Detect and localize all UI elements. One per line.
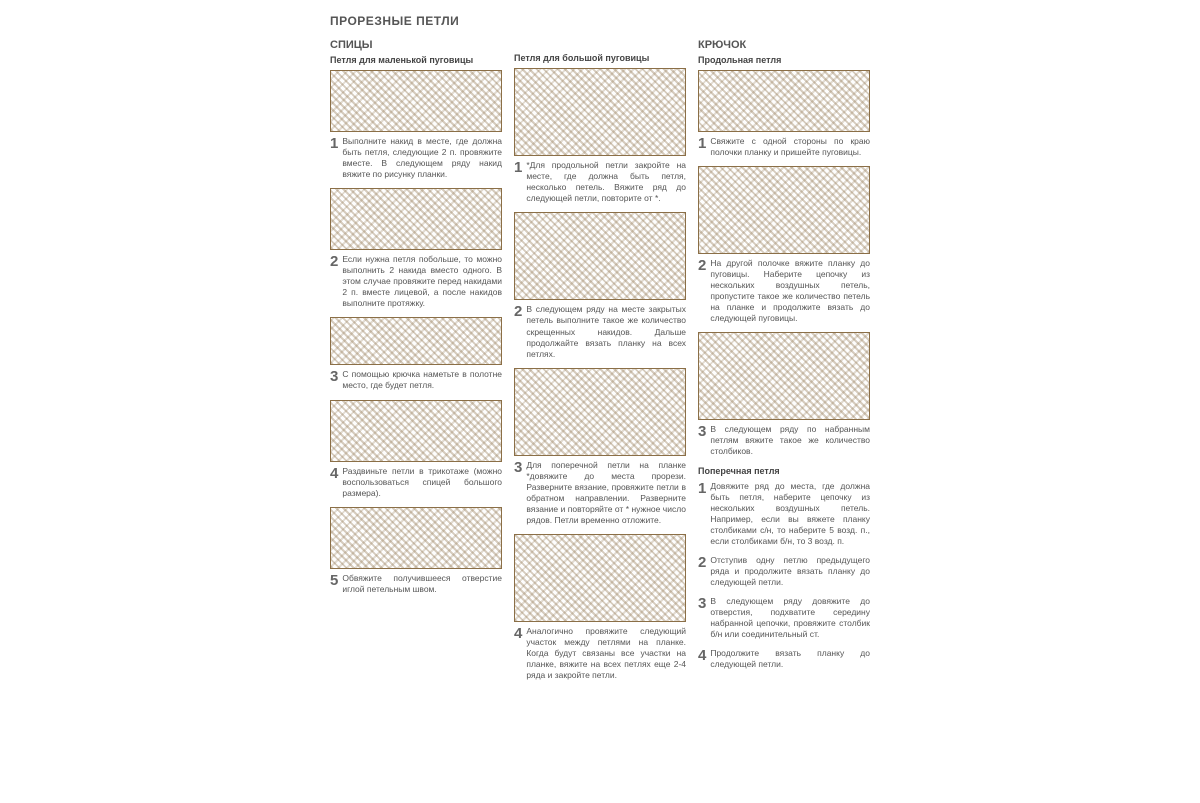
crochet-diagram-illustration xyxy=(698,166,870,254)
col2-step-3: 3 Для поперечной петли на планке *довяжи… xyxy=(514,460,686,526)
step-text: Продолжите вязать планку до следующей пе… xyxy=(710,648,870,670)
col1-step-2: 2 Если нужна петля побольше, то можно вы… xyxy=(330,254,502,309)
columns-container: СПИЦЫ Петля для маленькой пуговицы 1 Вып… xyxy=(330,39,870,689)
step-number: 4 xyxy=(698,648,706,670)
col3-step-2: 2 На другой полочке вяжите планку до пуг… xyxy=(698,258,870,324)
knit-diagram-illustration xyxy=(514,212,686,300)
step-text: Довяжите ряд до места, где должна быть п… xyxy=(710,481,870,547)
spacer xyxy=(514,39,686,53)
step-number: 1 xyxy=(698,481,706,547)
knit-diagram-illustration xyxy=(330,507,502,569)
step-text: В следующем ряду по набранным петлям вяж… xyxy=(710,424,870,457)
crochet-diagram-illustration xyxy=(698,70,870,132)
knit-diagram-illustration xyxy=(514,368,686,456)
column-3: КРЮЧОК Продольная петля 1 Свяжите с одно… xyxy=(698,39,870,689)
col2-step-1: 1 *Для продольной петли закройте на мест… xyxy=(514,160,686,204)
column-2: Петля для большой пуговицы 1 *Для продол… xyxy=(514,39,686,689)
crochet-diagram-illustration xyxy=(698,332,870,420)
col3-step-1: 1 Свяжите с одной стороны по краю полочк… xyxy=(698,136,870,158)
col1-step-4: 4 Раздвиньте петли в трикотаже (можно во… xyxy=(330,466,502,499)
knit-diagram-illustration xyxy=(330,317,502,365)
step-text: Для поперечной петли на планке *довяжите… xyxy=(526,460,686,526)
knit-diagram-illustration xyxy=(514,534,686,622)
step-text: Обвяжите получившееся отверстие иглой пе… xyxy=(342,573,502,595)
step-number: 2 xyxy=(514,304,522,359)
step-number: 1 xyxy=(330,136,338,180)
step-text: В следующем ряду довяжите до отверстия, … xyxy=(710,596,870,640)
step-text: Аналогично провяжите следующий участок м… xyxy=(526,626,686,681)
col3-sub1-title: Продольная петля xyxy=(698,55,870,66)
step-text: На другой полочке вяжите планку до пугов… xyxy=(710,258,870,324)
col1-sub-title: Петля для маленькой пуговицы xyxy=(330,55,502,66)
col1-step-1: 1 Выполните накид в месте, где должна бы… xyxy=(330,136,502,180)
column-1: СПИЦЫ Петля для маленькой пуговицы 1 Вып… xyxy=(330,39,502,689)
col3-step-3: 3 В следующем ряду по набранным петлям в… xyxy=(698,424,870,457)
step-number: 3 xyxy=(698,596,706,640)
col1-step-3: 3 С помощью крючка наметьте в полотне ме… xyxy=(330,369,502,391)
col3-section-title: КРЮЧОК xyxy=(698,39,870,53)
step-text: Отступив одну петлю предыдущего ряда и п… xyxy=(710,555,870,588)
step-text: Свяжите с одной стороны по краю полочки … xyxy=(710,136,870,158)
step-number: 5 xyxy=(330,573,338,595)
knit-diagram-illustration xyxy=(514,68,686,156)
step-number: 2 xyxy=(698,258,706,324)
step-number: 2 xyxy=(330,254,338,309)
col2-step-2: 2 В следующем ряду на месте закрытых пет… xyxy=(514,304,686,359)
step-number: 4 xyxy=(330,466,338,499)
col1-section-title: СПИЦЫ xyxy=(330,39,502,53)
step-text: Раздвиньте петли в трикотаже (можно восп… xyxy=(342,466,502,499)
knit-diagram-illustration xyxy=(330,70,502,132)
step-number: 3 xyxy=(698,424,706,457)
col3b-step-2: 2 Отступив одну петлю предыдущего ряда и… xyxy=(698,555,870,588)
step-number: 2 xyxy=(698,555,706,588)
knit-diagram-illustration xyxy=(330,400,502,462)
step-text: Выполните накид в месте, где должна быть… xyxy=(342,136,502,180)
step-text: С помощью крючка наметьте в полотне мест… xyxy=(342,369,502,391)
step-number: 3 xyxy=(514,460,522,526)
col3b-step-1: 1 Довяжите ряд до места, где должна быть… xyxy=(698,481,870,547)
knit-diagram-illustration xyxy=(330,188,502,250)
col2-step-4: 4 Аналогично провяжите следующий участок… xyxy=(514,626,686,681)
col1-step-5: 5 Обвяжите получившееся отверстие иглой … xyxy=(330,573,502,595)
page-title: ПРОРЕЗНЫЕ ПЕТЛИ xyxy=(330,14,870,29)
step-number: 1 xyxy=(514,160,522,204)
step-number: 3 xyxy=(330,369,338,391)
col3-sub2-title: Поперечная петля xyxy=(698,466,870,477)
step-number: 4 xyxy=(514,626,522,681)
col3b-step-3: 3 В следующем ряду довяжите до отверстия… xyxy=(698,596,870,640)
step-text: В следующем ряду на месте закрытых петел… xyxy=(526,304,686,359)
col3b-step-4: 4 Продолжите вязать планку до следующей … xyxy=(698,648,870,670)
step-number: 1 xyxy=(698,136,706,158)
step-text: *Для продольной петли закройте на месте,… xyxy=(526,160,686,204)
col2-sub-title: Петля для большой пуговицы xyxy=(514,53,686,64)
step-text: Если нужна петля побольше, то можно выпо… xyxy=(342,254,502,309)
